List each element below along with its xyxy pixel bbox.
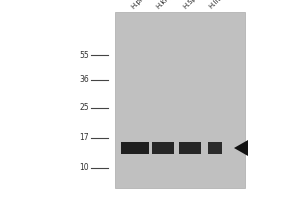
Text: H.placenta: H.placenta bbox=[130, 0, 161, 10]
Text: 10: 10 bbox=[80, 164, 89, 172]
Bar bbox=[115, 12, 245, 188]
Text: H.Spleen: H.Spleen bbox=[182, 0, 208, 10]
Bar bbox=[152, 142, 174, 154]
Text: 36: 36 bbox=[79, 75, 89, 84]
Bar bbox=[179, 142, 201, 154]
Bar bbox=[121, 142, 149, 154]
Bar bbox=[208, 142, 222, 154]
Text: H.liver: H.liver bbox=[208, 0, 228, 10]
Polygon shape bbox=[234, 140, 248, 156]
Text: 25: 25 bbox=[80, 104, 89, 112]
Text: 55: 55 bbox=[79, 50, 89, 60]
Text: H.kidney: H.kidney bbox=[155, 0, 181, 10]
Text: 17: 17 bbox=[80, 134, 89, 142]
